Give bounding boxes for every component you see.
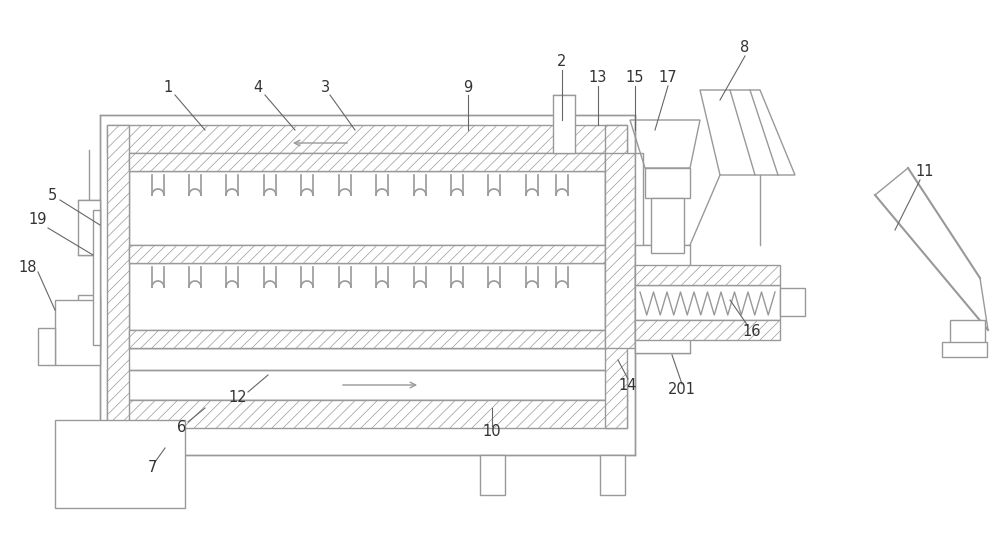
Text: 201: 201 — [668, 382, 696, 398]
Bar — [107, 370, 627, 400]
Bar — [605, 125, 627, 428]
Text: 10: 10 — [483, 424, 501, 439]
Bar — [93, 210, 100, 345]
Bar — [600, 455, 625, 495]
Bar — [107, 125, 627, 153]
Text: 15: 15 — [626, 71, 644, 85]
Text: 6: 6 — [177, 421, 187, 435]
Text: 19: 19 — [29, 212, 47, 228]
Text: 11: 11 — [916, 165, 934, 179]
Text: 4: 4 — [253, 80, 263, 96]
Bar — [107, 125, 129, 428]
Bar — [129, 245, 605, 263]
Bar — [78, 295, 100, 350]
Text: 9: 9 — [463, 80, 473, 96]
Bar — [780, 288, 805, 316]
Bar — [129, 330, 605, 348]
Bar — [635, 245, 690, 353]
Text: 1: 1 — [163, 80, 173, 96]
Text: 5: 5 — [47, 188, 57, 202]
Bar — [129, 153, 605, 171]
Bar — [107, 400, 627, 428]
Text: 12: 12 — [229, 391, 247, 405]
Text: 18: 18 — [19, 260, 37, 276]
Bar — [645, 168, 690, 198]
Bar — [950, 320, 985, 348]
Text: 14: 14 — [619, 377, 637, 393]
Bar — [605, 153, 635, 348]
Bar — [55, 420, 185, 508]
Text: 2: 2 — [557, 55, 567, 69]
Text: 16: 16 — [743, 324, 761, 340]
Text: 8: 8 — [740, 40, 750, 55]
Bar — [129, 263, 605, 330]
Text: 17: 17 — [659, 71, 677, 85]
Bar — [480, 455, 505, 495]
Text: 13: 13 — [589, 71, 607, 85]
Bar — [553, 95, 575, 153]
Bar — [942, 342, 987, 357]
Bar — [635, 153, 643, 348]
Text: 7: 7 — [147, 461, 157, 475]
Bar — [78, 200, 100, 255]
Bar — [635, 320, 780, 340]
Bar — [129, 153, 605, 348]
Bar — [55, 300, 100, 365]
Bar — [635, 265, 780, 285]
Bar — [38, 328, 55, 365]
Bar — [635, 285, 780, 320]
Bar — [129, 171, 605, 245]
Bar — [100, 115, 635, 455]
Bar — [651, 198, 684, 253]
Text: 3: 3 — [320, 80, 330, 96]
